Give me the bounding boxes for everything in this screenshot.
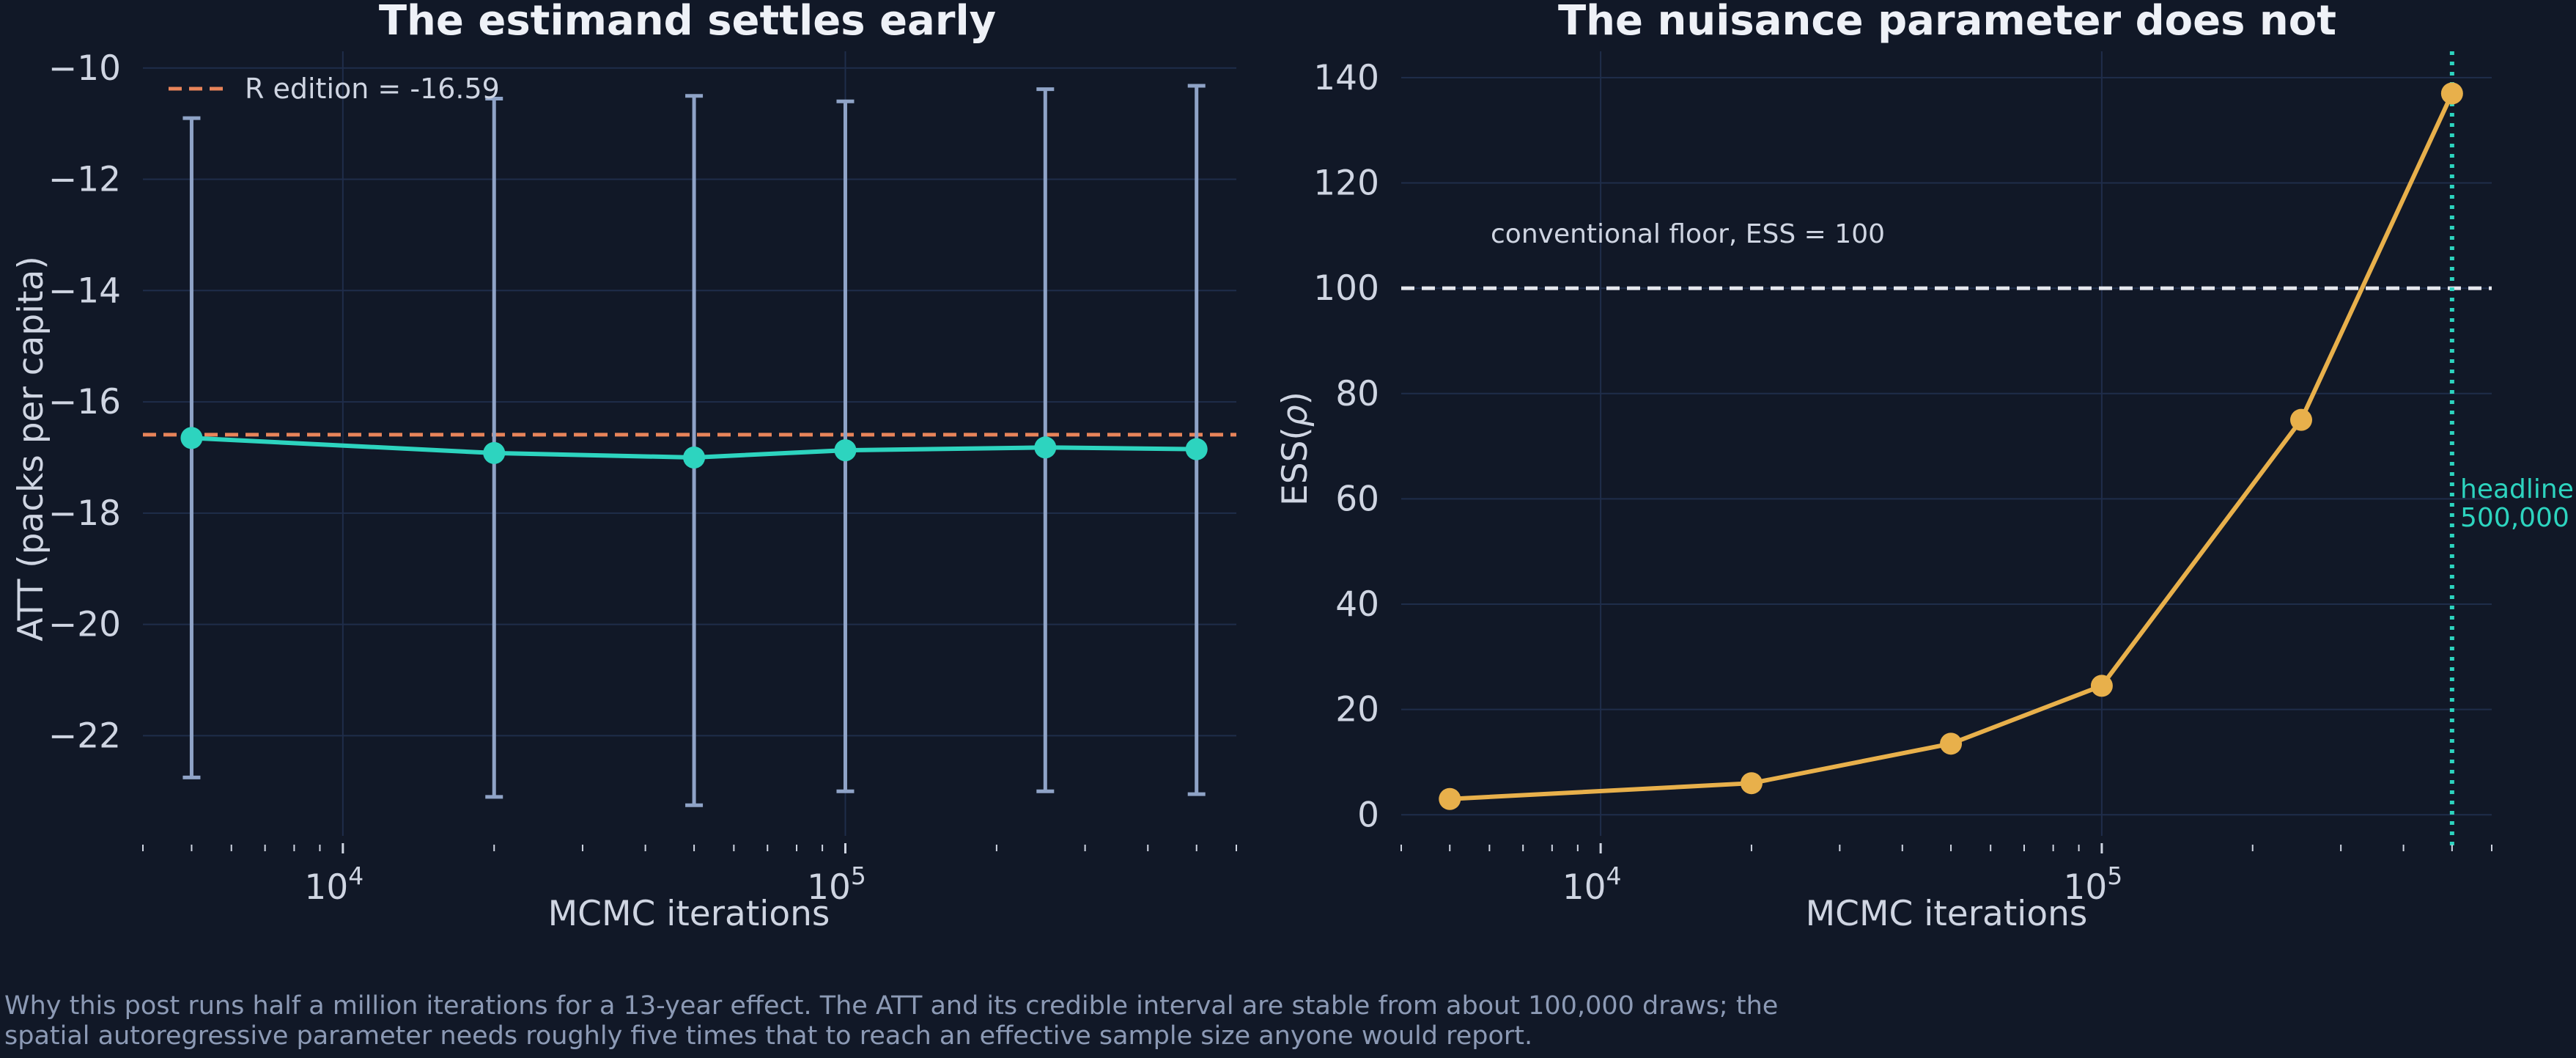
ess-point [1439, 787, 1461, 810]
conventional-floor-label: conventional floor, ESS = 100 [1491, 219, 1885, 249]
att-point [834, 439, 857, 462]
ess-point [1740, 772, 1763, 795]
ess-label-prefix: ESS( [1275, 427, 1315, 506]
left-legend: R edition = -16.59 [169, 73, 500, 105]
left-y-tick-label: −22 [48, 716, 121, 756]
left-x-tick-label: 105 [807, 862, 866, 908]
headline-label-line1: headline [2460, 474, 2574, 504]
figure-caption: Why this post runs half a million iterat… [4, 991, 1779, 1051]
right-x-axis-label: MCMC iterations [1806, 894, 2088, 934]
rho-symbol: ρ [1275, 405, 1315, 427]
att-point [683, 446, 706, 469]
right-y-tick-label: 60 [1335, 479, 1379, 519]
right-y-axis-label: ESS(ρ) [1275, 392, 1315, 506]
right-series [1439, 82, 2463, 810]
left-y-tick-label: −18 [48, 493, 121, 534]
right-y-tick-label: 20 [1335, 690, 1379, 730]
right-y-tick-label: 100 [1313, 268, 1379, 309]
right-panel: 0 20 40 60 80 100 120 140 104 105 conventional f… [1275, 0, 2574, 934]
left-y-tick-label: −14 [48, 271, 121, 311]
headline-label-line2: 500,000 [2460, 503, 2569, 533]
right-y-tick-label: 40 [1335, 584, 1379, 625]
left-x-axis-label: MCMC iterations [548, 894, 830, 934]
right-grid [1401, 51, 2492, 836]
ess-point [2090, 675, 2113, 697]
left-y-tick-label: −20 [48, 605, 121, 645]
left-y-tick-label: −10 [48, 48, 121, 89]
ess-point [2440, 82, 2463, 105]
att-series-line [191, 436, 1197, 460]
left-chart-title: The estimand settles early [379, 0, 996, 45]
right-x-tick-label: 104 [1562, 862, 1622, 908]
right-chart-title: The nuisance parameter does not [1558, 0, 2336, 45]
left-y-tick-label: −12 [48, 160, 121, 200]
left-y-tick-label: −16 [48, 382, 121, 422]
left-x-tick-label: 104 [304, 862, 363, 908]
right-x-ticks: 104 105 [1400, 843, 2492, 908]
left-series [180, 427, 1208, 469]
ess-label-suffix: ) [1275, 392, 1315, 405]
att-point [1034, 436, 1057, 459]
right-y-tick-label: 80 [1335, 374, 1379, 414]
legend-label: R edition = -16.59 [245, 73, 500, 105]
att-point [180, 427, 203, 449]
right-x-tick-label: 105 [2063, 862, 2122, 908]
left-x-ticks: 104 105 [142, 843, 1237, 908]
right-y-tick-label: 0 [1357, 795, 1379, 835]
right-y-tick-label: 120 [1313, 164, 1379, 204]
att-point [483, 441, 506, 464]
left-y-tick-labels: −22 −20 −18 −16 −14 −12 −10 [48, 48, 121, 757]
left-y-axis-label: ATT (packs per capita) [11, 256, 51, 642]
left-panel: −22 −20 −18 −16 −14 −12 −10 104 105 R edition =… [11, 0, 1237, 934]
right-y-tick-labels: 0 20 40 60 80 100 120 140 [1313, 58, 1379, 835]
right-y-tick-label: 140 [1313, 58, 1379, 98]
att-point [1185, 438, 1208, 460]
ess-point [2290, 408, 2313, 431]
ess-series-line [1450, 92, 2454, 801]
ess-point [1940, 732, 1963, 755]
